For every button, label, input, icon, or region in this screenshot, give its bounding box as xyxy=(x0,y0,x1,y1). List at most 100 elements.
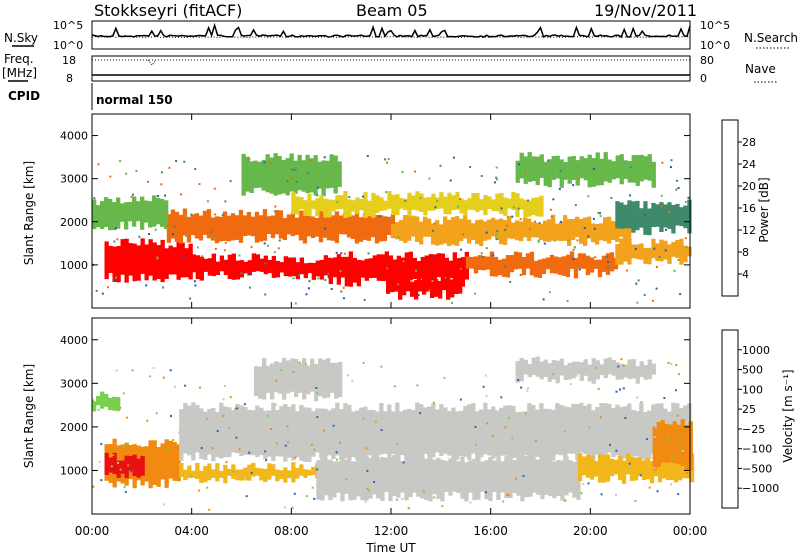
velocity-speckle xyxy=(504,426,507,429)
velocity-band-2-cell xyxy=(303,469,308,478)
power-speckle xyxy=(397,283,400,286)
velocity-speckle xyxy=(565,491,568,494)
power-speckle xyxy=(583,227,586,230)
velocity-speckle xyxy=(639,415,642,418)
power-band-7-cell xyxy=(615,222,620,242)
power-speckle xyxy=(661,213,664,216)
power-speckle xyxy=(453,156,455,159)
power-speckle xyxy=(512,206,515,209)
velocity-band-7-cell xyxy=(254,366,259,397)
power-band-12-cell xyxy=(675,203,680,226)
velocity-band-4-cell xyxy=(615,404,620,456)
power-band-8-cell xyxy=(132,196,137,227)
velocity-band-4-cell xyxy=(507,405,512,462)
date-title: 19/Nov/2011 xyxy=(594,1,697,20)
velocity-band-8-cell xyxy=(527,364,532,378)
velocity-speckle xyxy=(92,399,95,402)
velocity-speckle xyxy=(561,436,564,439)
velocity-speckle xyxy=(670,362,673,365)
power-band-6-cell xyxy=(282,218,288,240)
velocity-speckle xyxy=(228,427,231,430)
velocity-speckle xyxy=(552,373,555,376)
velocity-band-0-cell xyxy=(168,440,173,479)
power-speckle xyxy=(175,159,178,162)
power-band-2-cell xyxy=(340,256,345,278)
power-band-2-cell xyxy=(424,255,429,285)
velocity-speckle xyxy=(315,387,318,389)
velocity-speckle xyxy=(555,372,558,375)
power-speckle xyxy=(93,197,96,200)
velocity-band-2-cell xyxy=(207,463,212,481)
velocity-band-4-cell xyxy=(635,411,640,457)
power-band-10-cell xyxy=(551,156,556,180)
power-band-2-cell xyxy=(444,257,449,278)
power-band-4-cell xyxy=(501,258,507,277)
velocity-band-6-cell xyxy=(656,421,661,468)
velocity-band-4-cell xyxy=(219,402,224,459)
power-speckle xyxy=(214,237,217,240)
power-band-5-cell xyxy=(643,248,648,264)
velocity-band-3-cell xyxy=(496,453,501,500)
velocity-band-9-cell xyxy=(104,393,109,407)
power-band-1-cell xyxy=(207,258,212,276)
power-band-7-cell xyxy=(607,216,612,244)
power-band-11-cell xyxy=(523,199,528,218)
power-band-4-cell xyxy=(529,251,535,276)
velocity-speckle xyxy=(146,419,149,422)
power-band-1-cell xyxy=(291,257,296,277)
power-speckle xyxy=(552,198,555,201)
power-band-7-cell xyxy=(619,224,624,237)
power-band-11-cell xyxy=(515,193,520,218)
velocity-speckle xyxy=(401,498,404,500)
velocity-band-3-cell xyxy=(564,456,569,496)
velocity-speckle xyxy=(514,465,517,468)
power-band-8-cell xyxy=(144,200,149,223)
velocity-band-4-cell xyxy=(239,405,244,457)
power-band-1-cell xyxy=(199,256,204,281)
power-speckle xyxy=(194,168,197,170)
power-band-1-cell xyxy=(315,260,320,277)
velocity-speckle xyxy=(275,379,278,382)
power-band-11-cell xyxy=(319,195,324,212)
power-band-10-cell xyxy=(611,161,616,180)
velocity-speckle xyxy=(245,495,248,498)
power-band-8-cell xyxy=(112,202,117,231)
power-band-1-cell xyxy=(323,255,328,276)
power-speckle xyxy=(172,233,174,236)
power-band-6-cell xyxy=(258,215,264,242)
power-speckle xyxy=(543,242,546,245)
velocity-band-5-cell xyxy=(681,459,687,479)
velocity-speckle xyxy=(364,500,367,503)
power-speckle xyxy=(626,269,628,272)
power-band-0-cell xyxy=(164,248,169,279)
velocity-speckle xyxy=(284,444,287,447)
velocity-speckle xyxy=(284,368,287,371)
power-band-0-cell xyxy=(148,239,153,276)
velocity-band-3-cell xyxy=(340,453,345,502)
velocity-band-9-cell xyxy=(116,397,121,412)
velocity-speckle xyxy=(127,464,130,467)
power-band-3-cell xyxy=(402,274,407,296)
power-band-7-cell xyxy=(559,221,564,242)
power-speckle xyxy=(345,219,347,222)
power-band-7-cell xyxy=(463,215,468,239)
colorbar-tick-label: 8 xyxy=(742,246,749,259)
velocity-speckle xyxy=(484,374,487,377)
velocity-band-8-cell xyxy=(619,363,624,380)
freq-tick-low: 8 xyxy=(66,72,73,85)
velocity-speckle xyxy=(666,437,669,440)
power-band-2-cell xyxy=(336,254,341,285)
power-speckle xyxy=(147,180,149,183)
velocity-band-8-cell xyxy=(551,360,556,380)
velocity-speckle xyxy=(645,438,648,441)
velocity-speckle xyxy=(122,392,125,395)
velocity-band-4-cell xyxy=(275,410,280,457)
power-band-4-cell xyxy=(577,253,583,269)
power-speckle xyxy=(148,233,150,235)
velocity-speckle xyxy=(556,475,558,478)
velocity-band-3-cell xyxy=(320,457,325,501)
velocity-speckle xyxy=(336,458,338,461)
power-speckles xyxy=(92,155,690,305)
velocity-speckle xyxy=(575,374,578,377)
